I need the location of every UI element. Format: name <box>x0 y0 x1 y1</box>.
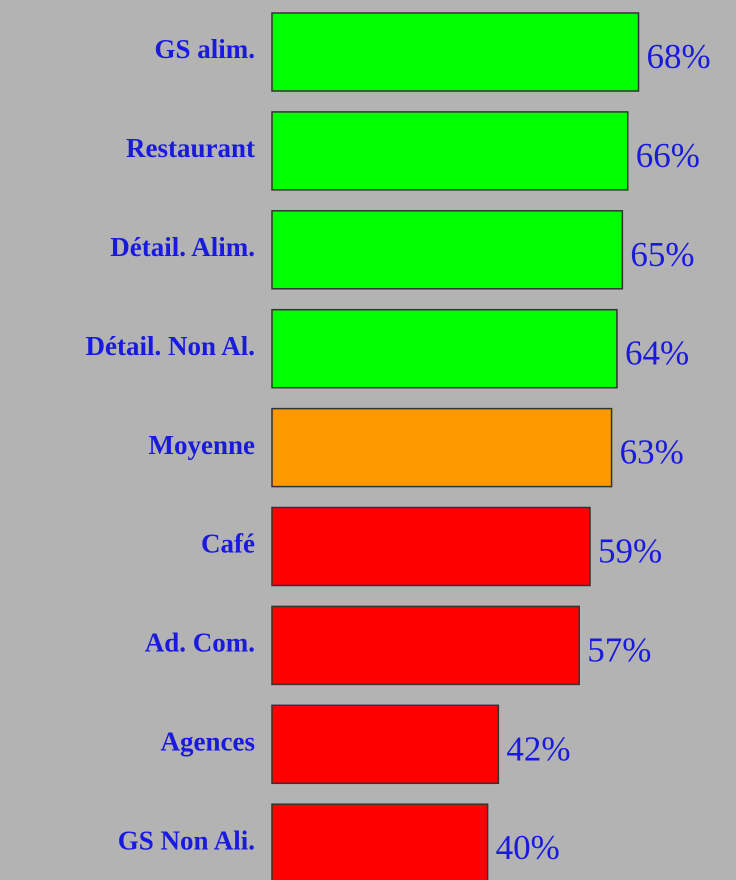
category-label: Détail. Alim. <box>110 232 255 262</box>
category-label: Restaurant <box>126 133 255 163</box>
value-label: 59% <box>598 532 662 571</box>
value-label: 64% <box>625 334 689 373</box>
bar <box>271 803 489 880</box>
value-label: 63% <box>620 433 684 472</box>
value-label: 65% <box>630 235 694 274</box>
category-label: Ad. Com. <box>145 628 255 658</box>
bar <box>271 308 618 389</box>
category-label: Agences <box>161 727 255 757</box>
bar <box>271 111 629 191</box>
bar <box>271 407 613 488</box>
bar <box>271 210 624 290</box>
bar <box>271 506 591 587</box>
bar <box>271 704 500 785</box>
value-label: 40% <box>496 828 560 867</box>
value-label: 42% <box>506 729 570 768</box>
value-label: 57% <box>587 630 651 669</box>
value-label: 68% <box>647 37 711 76</box>
category-label: Moyenne <box>149 430 256 460</box>
value-label: 66% <box>636 136 700 175</box>
category-label: GS alim. <box>154 34 255 64</box>
bar <box>271 12 640 92</box>
category-label: Détail. Non Al. <box>85 331 255 361</box>
category-label: GS Non Ali. <box>118 825 255 855</box>
bar <box>271 605 580 686</box>
category-label: Café <box>201 529 255 559</box>
